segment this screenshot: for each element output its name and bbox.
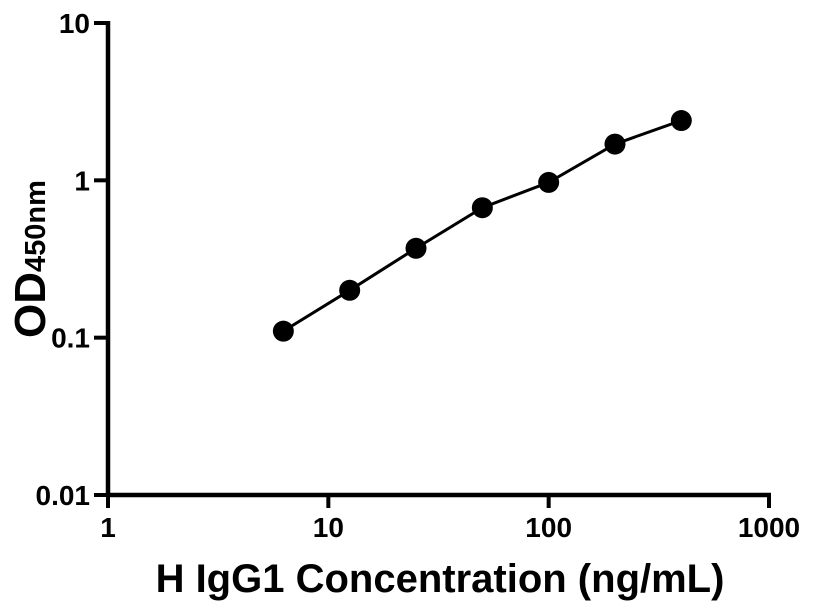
y-axis-title-sub: 450nm bbox=[20, 180, 52, 272]
y-tick-label: 1 bbox=[74, 165, 90, 196]
data-point bbox=[471, 197, 493, 219]
x-tick-label: 10 bbox=[313, 512, 344, 543]
x-axis-title: H IgG1 Concentration (ng/mL) bbox=[156, 557, 725, 601]
data-point bbox=[272, 320, 294, 342]
data-point bbox=[405, 237, 427, 259]
y-axis-title: OD450nm bbox=[6, 180, 55, 338]
x-tick-label: 1 bbox=[100, 512, 116, 543]
data-point bbox=[339, 279, 361, 301]
x-tick-label: 1000 bbox=[738, 512, 800, 543]
data-point bbox=[670, 110, 692, 132]
axes: 1 10 100 1000 0.01 0.1 1 10 bbox=[36, 8, 801, 543]
data-point bbox=[538, 171, 560, 193]
y-axis-title-main: OD bbox=[6, 272, 55, 338]
x-tick-label: 100 bbox=[525, 512, 572, 543]
y-tick-label: 10 bbox=[59, 8, 90, 39]
y-tick-label: 0.01 bbox=[36, 480, 91, 511]
data-series bbox=[272, 110, 692, 342]
y-tick-label: 0.1 bbox=[51, 323, 90, 354]
data-point bbox=[604, 133, 626, 155]
